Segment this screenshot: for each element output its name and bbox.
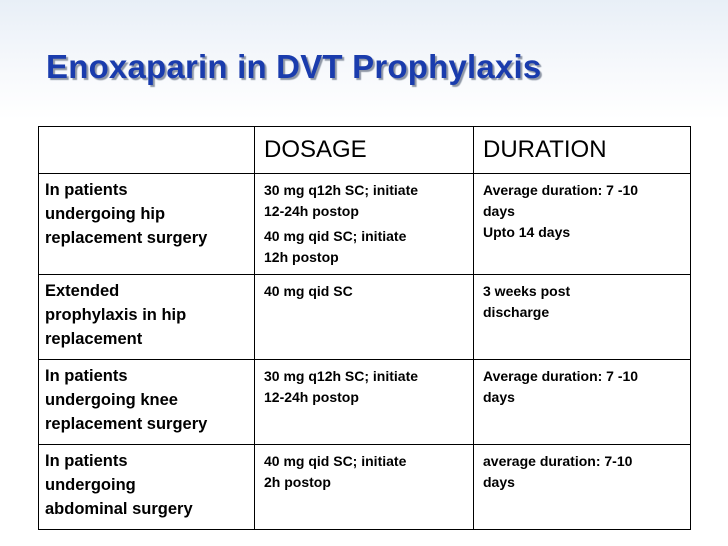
indication-cell: In patients undergoing hip replacement s… [38, 173, 255, 275]
table-row: In patients undergoing abdominal surgery… [38, 444, 691, 530]
cell-line: replacement surgery [45, 415, 208, 433]
cell-line: In patients [45, 367, 128, 385]
duration-cell: average duration: 7-10 days [473, 444, 691, 530]
cell-line: In patients [45, 452, 128, 470]
header-empty-cell [38, 126, 255, 174]
table-row: In patients undergoing knee replacement … [38, 359, 691, 445]
cell-line: undergoing knee [45, 391, 178, 409]
cell-line: 12h postop [264, 249, 339, 265]
cell-line: replacement [45, 330, 143, 348]
duration-cell: Average duration: 7 -10 days Upto 14 day… [473, 173, 691, 275]
cell-line: days [483, 389, 515, 405]
header-dosage: DOSAGE [254, 126, 474, 174]
dosing-table: DOSAGE DURATION In patients undergoing h… [38, 126, 691, 530]
cell-line: days [483, 203, 515, 219]
duration-cell: Average duration: 7 -10 days [473, 359, 691, 445]
cell-line: replacement surgery [45, 229, 208, 247]
indication-cell: In patients undergoing abdominal surgery [38, 444, 255, 530]
duration-cell: 3 weeks post discharge [473, 274, 691, 360]
cell-line: Average duration: 7 -10 [483, 368, 639, 384]
cell-line: 2h postop [264, 474, 331, 490]
table-row: In patients undergoing hip replacement s… [38, 173, 691, 275]
header-duration: DURATION [473, 126, 691, 174]
indication-cell: In patients undergoing knee replacement … [38, 359, 255, 445]
dosage-cell: 30 mg q12h SC; initiate 12-24h postop 40… [254, 173, 474, 275]
slide-title: Enoxaparin in DVT Prophylaxis [46, 48, 542, 85]
cell-line: 40 mg qid SC [264, 283, 353, 299]
cell-line: 40 mg qid SC; initiate [264, 453, 407, 469]
indication-cell: Extended prophylaxis in hip replacement [38, 274, 255, 360]
dosage-cell: 40 mg qid SC [254, 274, 474, 360]
cell-line: prophylaxis in hip [45, 306, 187, 324]
table-row: Extended prophylaxis in hip replacement … [38, 274, 691, 360]
cell-line: 12-24h postop [264, 203, 359, 219]
cell-line: 12-24h postop [264, 389, 359, 405]
cell-line: 30 mg q12h SC; initiate [264, 368, 419, 384]
dosage-cell: 40 mg qid SC; initiate 2h postop [254, 444, 474, 530]
cell-line: average duration: 7-10 [483, 453, 633, 469]
cell-line: 3 weeks post [483, 283, 571, 299]
cell-line: 40 mg qid SC; initiate [264, 228, 407, 244]
cell-line: days [483, 474, 515, 490]
dosage-cell: 30 mg q12h SC; initiate 12-24h postop [254, 359, 474, 445]
cell-line: abdominal surgery [45, 500, 193, 518]
header-row: DOSAGE DURATION [38, 126, 691, 174]
cell-line: In patients [45, 181, 128, 199]
cell-line: Average duration: 7 -10 [483, 182, 639, 198]
cell-line: discharge [483, 304, 550, 320]
cell-line: Extended [45, 282, 120, 300]
cell-line: 30 mg q12h SC; initiate [264, 182, 419, 198]
cell-line: undergoing [45, 476, 136, 494]
cell-line: undergoing hip [45, 205, 166, 223]
cell-line: Upto 14 days [483, 224, 571, 240]
